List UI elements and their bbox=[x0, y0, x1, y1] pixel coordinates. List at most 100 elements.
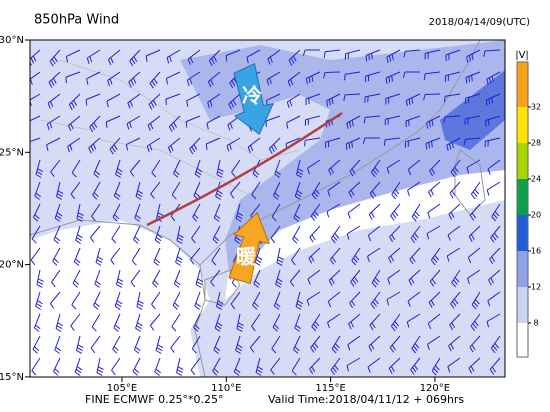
colorbar-tick-label: 24 bbox=[531, 175, 541, 184]
wind-barb bbox=[326, 93, 341, 107]
wind-barb bbox=[53, 357, 61, 376]
wind-barb bbox=[363, 115, 381, 124]
wind-barb bbox=[429, 159, 441, 177]
wind-barb bbox=[129, 49, 141, 67]
wind-barb bbox=[402, 71, 420, 78]
wind-barb bbox=[34, 181, 41, 200]
wind-barb bbox=[176, 357, 184, 376]
wind-barb bbox=[111, 225, 121, 244]
wind-barb bbox=[370, 291, 381, 310]
wind-barb bbox=[386, 159, 401, 174]
wind-barb bbox=[346, 115, 361, 130]
wind-barb bbox=[249, 335, 261, 353]
wind-barb bbox=[330, 357, 341, 376]
wind-barb bbox=[73, 247, 81, 266]
colorbar-tick-label: 16 bbox=[531, 247, 541, 256]
wind-barb bbox=[486, 181, 501, 196]
wind-barb bbox=[46, 137, 61, 151]
wind-barb bbox=[49, 49, 61, 67]
colorbar-tick-label: 28 bbox=[531, 139, 541, 148]
wind-barb bbox=[351, 247, 361, 266]
wind-barb bbox=[105, 115, 121, 128]
wind-barb bbox=[107, 49, 121, 66]
wind-barb bbox=[346, 357, 361, 372]
wind-barb bbox=[65, 49, 81, 63]
warm-label: 暖 bbox=[236, 245, 257, 269]
wind-barb bbox=[349, 159, 361, 177]
lat-label: 15°N bbox=[0, 372, 24, 383]
wind-barb bbox=[270, 357, 281, 375]
wind-barb bbox=[345, 137, 361, 150]
wind-barb bbox=[50, 159, 61, 177]
wind-barb bbox=[72, 269, 81, 288]
wind-barb bbox=[54, 335, 61, 354]
wind-barb bbox=[33, 313, 41, 332]
wind-barb bbox=[469, 335, 481, 353]
wind-barb bbox=[225, 49, 241, 62]
wind-barb bbox=[195, 269, 204, 288]
wind-barb bbox=[70, 181, 81, 200]
map-title: 850hPa Wind bbox=[34, 13, 119, 28]
wind-barb bbox=[128, 71, 141, 88]
wind-barb bbox=[53, 225, 61, 244]
wind-barb bbox=[487, 291, 501, 307]
wind-barb bbox=[408, 269, 421, 286]
wind-barb bbox=[423, 93, 441, 101]
wind-barb bbox=[112, 203, 121, 222]
wind-barb bbox=[113, 313, 121, 332]
wind-barb bbox=[33, 203, 41, 222]
wind-barb bbox=[255, 357, 264, 376]
wind-barb bbox=[30, 137, 41, 143]
colorbar-frame bbox=[516, 61, 529, 358]
wind-barb bbox=[309, 357, 321, 375]
wind-barb bbox=[289, 269, 301, 287]
wind-barb bbox=[485, 93, 501, 106]
wind-barb bbox=[486, 313, 501, 328]
wind-barb bbox=[151, 159, 161, 178]
island bbox=[204, 269, 241, 306]
colorbar-high bbox=[517, 62, 528, 107]
wind-barb bbox=[110, 247, 121, 265]
wind-barb bbox=[444, 71, 461, 82]
wind-barb bbox=[405, 115, 421, 128]
wind-barb bbox=[370, 159, 381, 178]
wind-barb bbox=[230, 291, 241, 310]
wind-barbs bbox=[30, 49, 501, 376]
lon-label: 120°E bbox=[420, 383, 450, 394]
wind-barb bbox=[213, 335, 221, 354]
wind-barb bbox=[364, 93, 381, 103]
wind-barb bbox=[306, 291, 321, 306]
wind-barb bbox=[254, 247, 263, 266]
front-line bbox=[146, 111, 343, 227]
wind-barb bbox=[189, 137, 201, 155]
wind-barb bbox=[194, 159, 203, 178]
wind-barb bbox=[52, 247, 61, 266]
wind-barb bbox=[367, 225, 381, 242]
wind-barb bbox=[55, 313, 64, 332]
wind-barb bbox=[231, 159, 241, 178]
wind-barb bbox=[388, 247, 401, 264]
wind-barb bbox=[92, 181, 101, 200]
wind-barb bbox=[166, 49, 181, 64]
wind-barb bbox=[190, 357, 201, 376]
wind-barb bbox=[193, 313, 201, 332]
wind-barb bbox=[326, 203, 341, 218]
wind-barb bbox=[484, 137, 501, 148]
wind-barb bbox=[132, 357, 141, 376]
wind-barb bbox=[302, 49, 320, 56]
wind-barb bbox=[145, 49, 161, 62]
wind-barb bbox=[273, 291, 281, 310]
wind-barb bbox=[308, 247, 321, 264]
wind-barb bbox=[71, 159, 81, 178]
wind-barb bbox=[305, 71, 321, 85]
wind-barb bbox=[207, 93, 221, 109]
wind-barb bbox=[89, 225, 101, 243]
coastline bbox=[30, 219, 206, 377]
lat-label: 25°N bbox=[0, 147, 24, 158]
wind-barb bbox=[307, 269, 321, 285]
wind-barb bbox=[348, 181, 361, 198]
wind-barb bbox=[323, 71, 341, 79]
colorbar-segment bbox=[517, 107, 528, 143]
wind-barb bbox=[271, 335, 281, 354]
wind-barb bbox=[173, 159, 181, 178]
